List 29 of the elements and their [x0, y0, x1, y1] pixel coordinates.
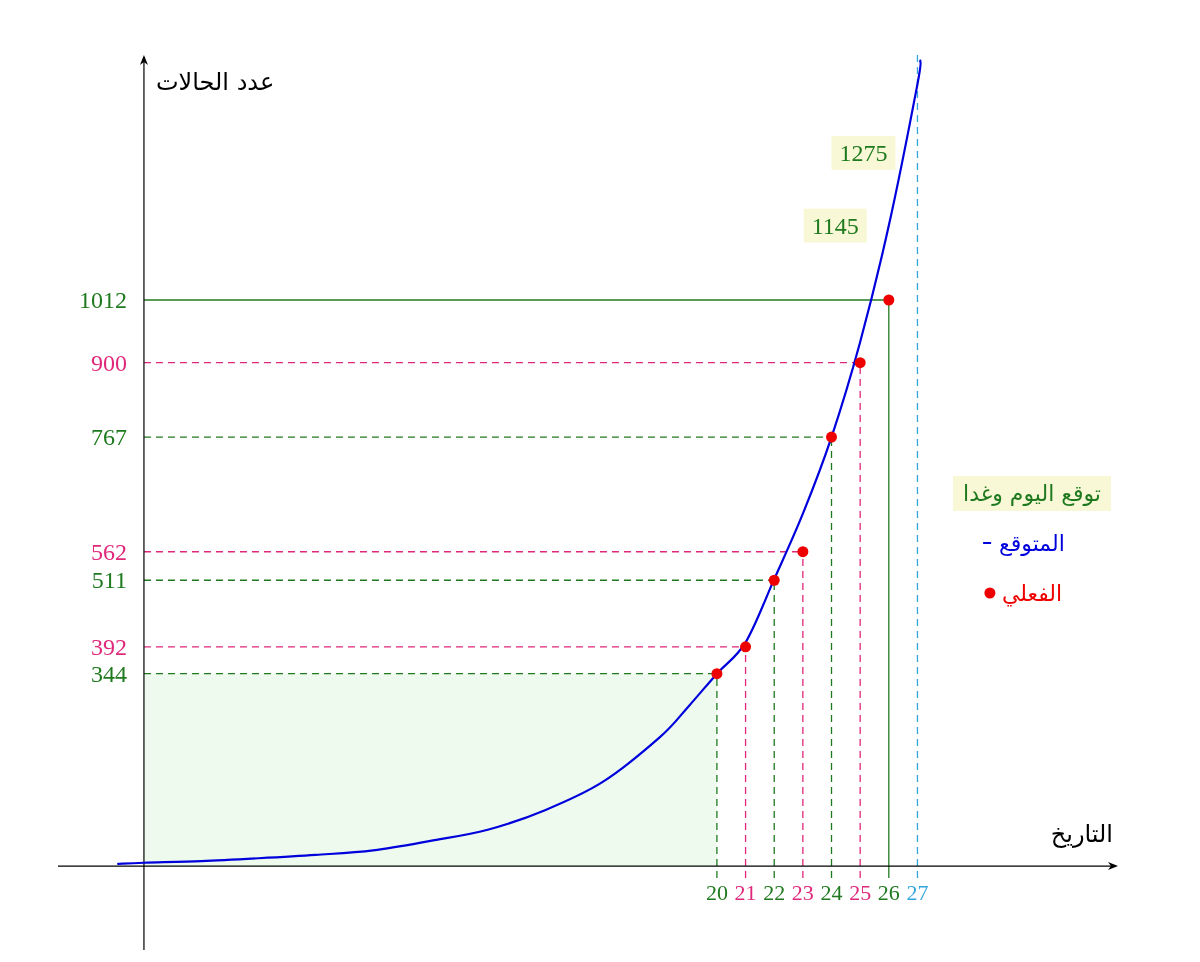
- legend-label: الفعلي: [1001, 581, 1063, 607]
- point: [740, 641, 752, 653]
- y-tick-label: 767: [90, 424, 127, 451]
- y-tick-label: 392: [90, 633, 127, 660]
- y-tick-label: 562: [90, 538, 127, 565]
- point: [768, 574, 780, 586]
- legend-title: توقع اليوم وغدا: [963, 481, 1101, 506]
- x-tick-label: 24: [820, 880, 843, 906]
- y-tick-label: 344: [90, 660, 127, 687]
- x-tick-label: 20: [705, 880, 728, 906]
- x-tick-label: 21: [734, 880, 757, 906]
- y-tick-label: 900: [90, 349, 127, 376]
- x-tick-label: 23: [791, 880, 814, 906]
- x-axis-title: التاريخ: [1050, 820, 1113, 849]
- y-tick-label: 1012: [78, 287, 127, 314]
- y-axis-title: عدد الحالات: [155, 68, 275, 96]
- point: [711, 668, 723, 680]
- point: [854, 357, 866, 369]
- x-tick-label: 22: [763, 880, 786, 906]
- point: [883, 294, 895, 306]
- annotation: 1145: [811, 212, 859, 239]
- point: [826, 431, 838, 443]
- annotation: 1275: [839, 139, 888, 166]
- x-tick-label: 25: [849, 880, 872, 906]
- x-tick-label: 26: [877, 880, 900, 906]
- point: [797, 546, 809, 558]
- x-tick-label: 27: [906, 880, 929, 906]
- legend-label: المتوقع: [999, 531, 1065, 556]
- y-tick-label: 511: [91, 567, 127, 594]
